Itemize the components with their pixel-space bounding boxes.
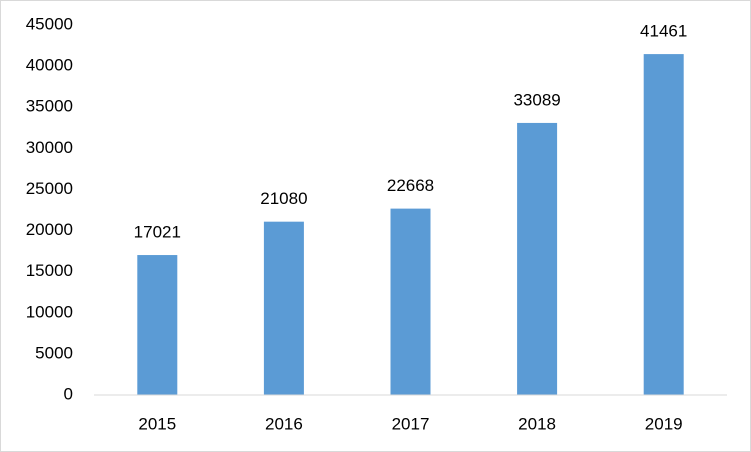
y-tick-label: 20000 <box>26 220 73 239</box>
x-tick-label: 2015 <box>138 414 176 433</box>
bar <box>137 255 178 395</box>
data-label: 17021 <box>134 223 181 242</box>
bar <box>643 54 684 395</box>
bar <box>517 122 558 396</box>
y-tick-label: 0 <box>64 384 73 403</box>
y-tick-label: 45000 <box>26 14 73 33</box>
y-tick-label: 10000 <box>26 302 73 321</box>
x-tick-label: 2017 <box>392 414 430 433</box>
x-tick-label: 2016 <box>265 414 303 433</box>
y-tick-label: 35000 <box>26 97 73 116</box>
data-label: 41461 <box>640 22 687 41</box>
y-tick-label: 15000 <box>26 261 73 280</box>
y-tick-label: 25000 <box>26 179 73 198</box>
data-label: 21080 <box>260 189 307 208</box>
bar <box>263 221 304 395</box>
y-tick-label: 30000 <box>26 138 73 157</box>
x-tick-label: 2019 <box>645 414 683 433</box>
y-tick-label: 40000 <box>26 56 73 75</box>
x-tick-label: 2018 <box>518 414 556 433</box>
data-label: 22668 <box>387 176 434 195</box>
y-tick-label: 5000 <box>35 343 73 362</box>
bar <box>390 208 431 395</box>
data-label: 33089 <box>513 90 560 109</box>
